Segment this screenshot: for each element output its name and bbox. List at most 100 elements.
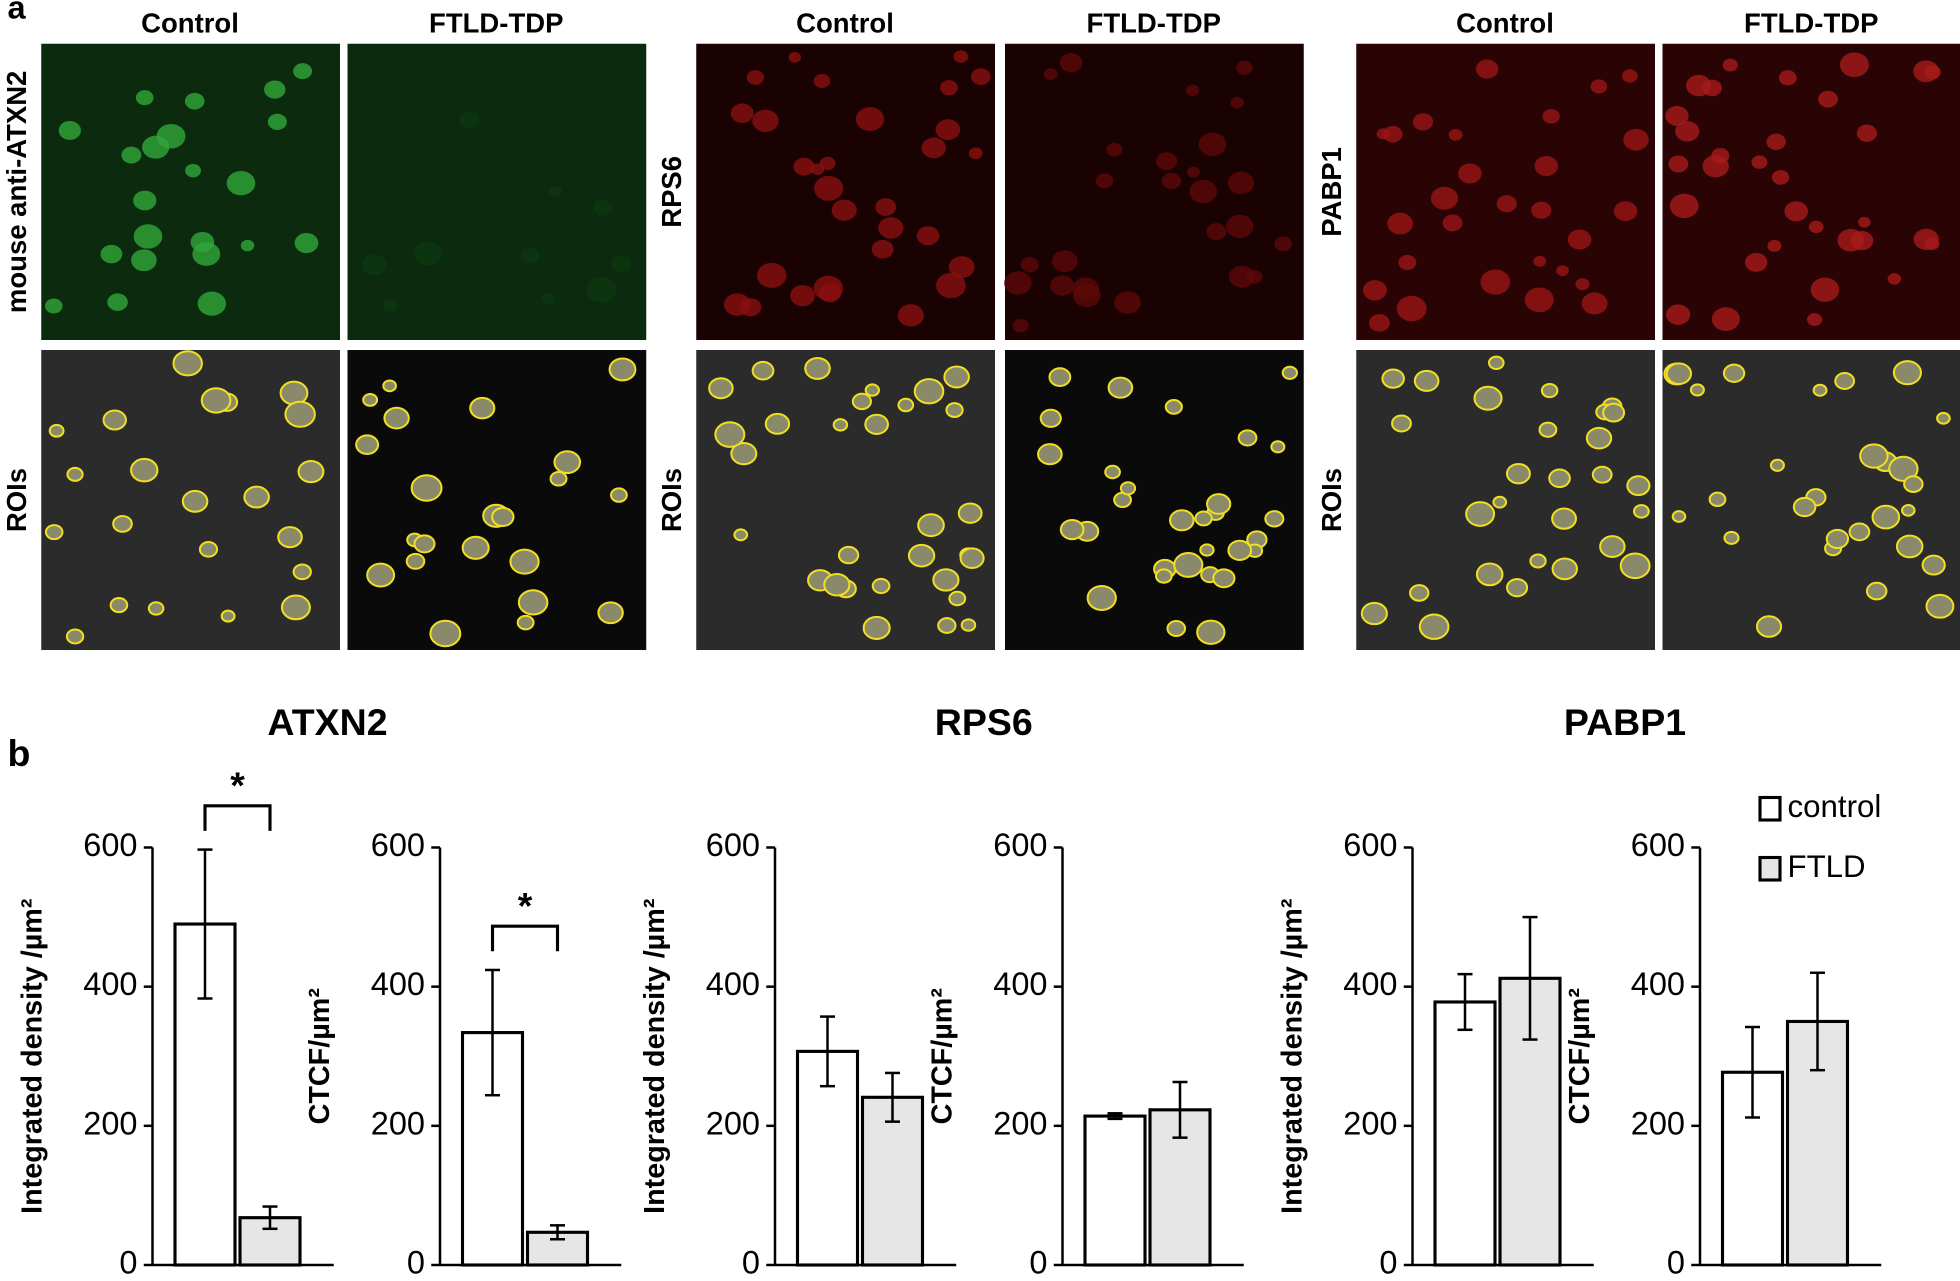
cell [871,239,894,259]
y-tick-label: 0 [1029,1245,1047,1281]
cell [1766,133,1786,150]
y-tick-label: 400 [1631,966,1685,1002]
roi [1264,510,1285,528]
cell [855,107,885,132]
roi [948,590,967,607]
micrograph-bg [41,43,341,340]
significance-label: * [230,764,245,806]
cell [1398,254,1417,271]
cell [1675,121,1700,142]
cell [875,198,897,216]
roi [1059,518,1085,541]
cell [1745,252,1768,272]
cell [294,232,319,254]
roi [1237,429,1258,447]
column-label: Control [141,7,239,38]
roi [1505,462,1531,485]
bar [860,1095,925,1267]
roi [220,609,236,623]
y-axis-label: Integrated density /µm² [16,899,48,1214]
panel-label: a [8,0,27,26]
cell [1575,278,1590,291]
bar [1720,1070,1785,1267]
micrograph [41,43,341,340]
cell [724,293,751,316]
error-bar [1107,1112,1123,1121]
cell [1206,223,1227,241]
cell [921,137,947,159]
roi [1154,568,1173,584]
significance-label: * [518,885,533,927]
y-tick-label: 600 [371,827,425,863]
error-bar [885,1071,901,1123]
legend-label: FTLD [1788,849,1866,884]
roi [871,577,891,595]
roi [1548,468,1571,489]
cell [1189,179,1217,204]
micrograph-bg [347,349,647,650]
cell [730,103,754,124]
roi [1755,615,1783,638]
roi [862,615,891,640]
y-tick-label: 200 [706,1105,760,1141]
cell [1858,216,1871,228]
cell [44,298,63,314]
roi [1413,369,1440,392]
micrograph [1005,349,1304,650]
roi [1859,443,1889,469]
micrograph [347,349,647,650]
roi [851,392,872,411]
cell [1448,129,1463,141]
cell [1383,125,1403,143]
cell [813,73,831,89]
y-tick-label: 0 [1379,1245,1397,1281]
cell [1808,220,1824,234]
cell [1669,193,1699,219]
roi [516,614,535,631]
roi [1212,568,1236,589]
column-label: FTLD-TDP [1744,7,1878,38]
cell [1767,239,1782,252]
cell [1711,307,1740,331]
y-tick-label: 200 [1343,1105,1397,1141]
roi [1671,510,1687,523]
roi [1848,522,1871,542]
roi [1632,504,1650,519]
roi [1164,399,1183,415]
y-tick-label: 200 [1631,1105,1685,1141]
cell [1613,201,1638,222]
y-tick-label: 400 [1343,966,1397,1002]
micrograph [696,43,995,340]
cell [1186,166,1201,178]
roi [610,487,628,503]
y-axis-label: CTCF/µm² [304,988,336,1124]
cell [1839,52,1869,78]
cell [814,175,844,201]
cell [1230,96,1245,109]
roi [1166,620,1187,637]
cell [1810,277,1840,302]
roi [1722,363,1746,383]
roi [1492,495,1508,509]
cell [184,92,205,110]
y-tick-label: 200 [371,1105,425,1141]
chart-title: ATXN2 [267,701,387,743]
cell [240,239,255,252]
cell [968,147,983,160]
roi [764,412,791,435]
cell [1480,269,1511,295]
roi [957,502,983,524]
roi [292,563,312,581]
cell [1396,295,1427,322]
cell [1458,163,1482,184]
roi [413,534,436,554]
cell [1590,79,1608,94]
cell [916,226,940,246]
cell [293,63,313,80]
cell [1227,171,1255,195]
error-bar [1457,972,1473,1032]
cell [100,244,123,264]
cell [1198,132,1227,156]
roi [864,413,889,435]
